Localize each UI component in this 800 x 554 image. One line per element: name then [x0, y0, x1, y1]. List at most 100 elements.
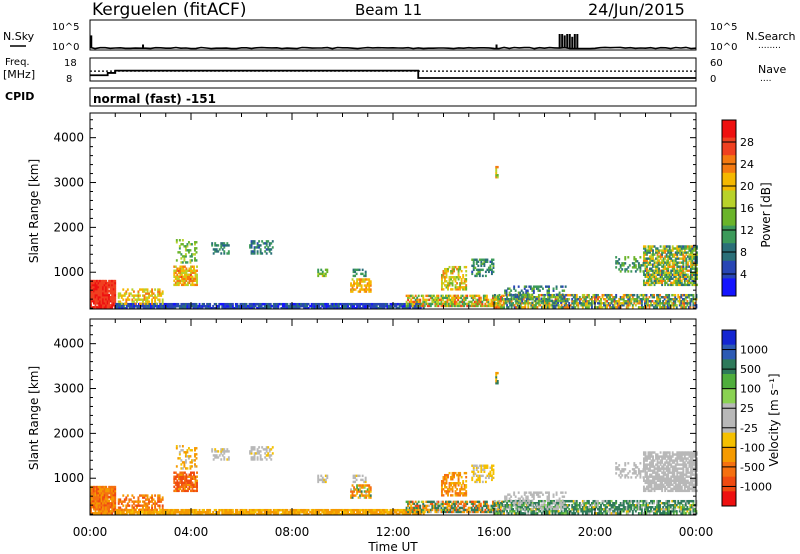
power-cell: [674, 304, 677, 307]
power-cell: [254, 304, 257, 308]
velocity-cell: [256, 512, 259, 516]
velocity-cell: [435, 504, 438, 508]
velocity-cell: [481, 468, 484, 471]
velocity-cell: [193, 475, 195, 478]
power-cell: [146, 292, 149, 295]
power-cell: [671, 304, 674, 307]
power-cell: [274, 302, 277, 306]
power-cell: [500, 295, 502, 299]
power-cell: [548, 293, 550, 296]
power-cell: [680, 304, 683, 307]
power-cell: [552, 287, 555, 290]
power-cell: [680, 271, 683, 274]
power-cell: [221, 248, 224, 251]
power-cell: [368, 288, 371, 291]
power-cell: [563, 289, 566, 292]
power-cell: [111, 302, 114, 305]
power-cell: [463, 286, 466, 289]
power-cell: [581, 293, 584, 297]
velocity-cell: [484, 510, 487, 514]
velocity-cell: [463, 488, 466, 491]
power-cell: [180, 275, 183, 279]
power-cell: [142, 294, 144, 297]
velocity-cell: [186, 449, 189, 452]
power-cell: [506, 304, 509, 307]
power-cell: [135, 294, 138, 297]
power-cell: [189, 277, 192, 281]
velocity-cell: [158, 504, 161, 507]
power-cell: [689, 251, 692, 254]
velocity-cell: [478, 502, 481, 506]
power-cell: [513, 304, 516, 307]
velocity-cell: [353, 508, 356, 512]
velocity-cell: [114, 504, 117, 507]
power-cell: [516, 302, 519, 305]
power-cell: [99, 287, 102, 291]
power-cell: [466, 304, 469, 308]
power-cell: [619, 270, 622, 273]
velocity-cell: [365, 484, 368, 487]
power-cell: [105, 285, 108, 289]
power-cell: [251, 306, 254, 310]
power-cell: [214, 248, 217, 251]
power-cell: [297, 306, 299, 310]
power-cell: [683, 251, 686, 254]
power-cell: [97, 289, 100, 293]
power-cell: [96, 293, 98, 297]
power-cell: [429, 294, 432, 298]
velocity-cell: [351, 510, 354, 514]
power-cell: [108, 295, 111, 299]
power-cell: [112, 304, 115, 307]
velocity-cell: [178, 512, 181, 516]
power-cell: [197, 306, 199, 310]
power-cell: [686, 300, 689, 303]
velocity-cell: [416, 512, 419, 516]
velocity-cell: [93, 485, 95, 489]
power-cell: [479, 298, 482, 302]
power-cell: [102, 295, 105, 299]
power-cell: [398, 302, 401, 306]
velocity-cell: [457, 510, 460, 514]
power-cell: [435, 296, 438, 300]
power-cell: [272, 304, 275, 308]
power-cell: [696, 245, 698, 248]
power-cell: [658, 263, 661, 266]
velocity-cell: [454, 508, 457, 512]
velocity-cell: [350, 496, 352, 499]
velocity-cell: [174, 477, 177, 480]
velocity-cell: [265, 458, 268, 461]
power-cell: [357, 306, 360, 310]
power-cell: [476, 294, 479, 298]
power-cell: [665, 249, 668, 252]
nsky-spikes: [90, 34, 579, 48]
power-cell: [437, 304, 440, 308]
power-cell: [674, 261, 677, 264]
velocity-cell: [411, 506, 414, 510]
power-cell: [310, 304, 313, 308]
power-cell: [689, 267, 692, 270]
power-cell: [664, 281, 667, 285]
power-cell: [298, 304, 301, 308]
power-cell: [114, 289, 117, 293]
power-cell: [653, 253, 656, 256]
power-cell: [133, 306, 136, 310]
power-cell: [662, 295, 665, 299]
power-cell: [194, 277, 197, 281]
velocity-cell: [239, 510, 242, 514]
power-cell: [517, 301, 520, 305]
power-cell: [676, 277, 679, 281]
power-cell: [434, 304, 437, 308]
velocity-cell: [227, 456, 230, 459]
power-cell: [659, 271, 662, 274]
velocity-cell: [189, 449, 192, 452]
velocity-cell: [369, 510, 372, 514]
power-cell: [686, 255, 689, 258]
power-cell: [615, 256, 618, 259]
power-cell: [558, 291, 561, 294]
velocity-cell: [251, 508, 254, 512]
power-cell: [409, 302, 412, 306]
power-cell: [528, 295, 531, 298]
velocity-cell: [262, 508, 265, 512]
power-cell: [184, 261, 187, 264]
velocity-cell: [174, 483, 177, 487]
